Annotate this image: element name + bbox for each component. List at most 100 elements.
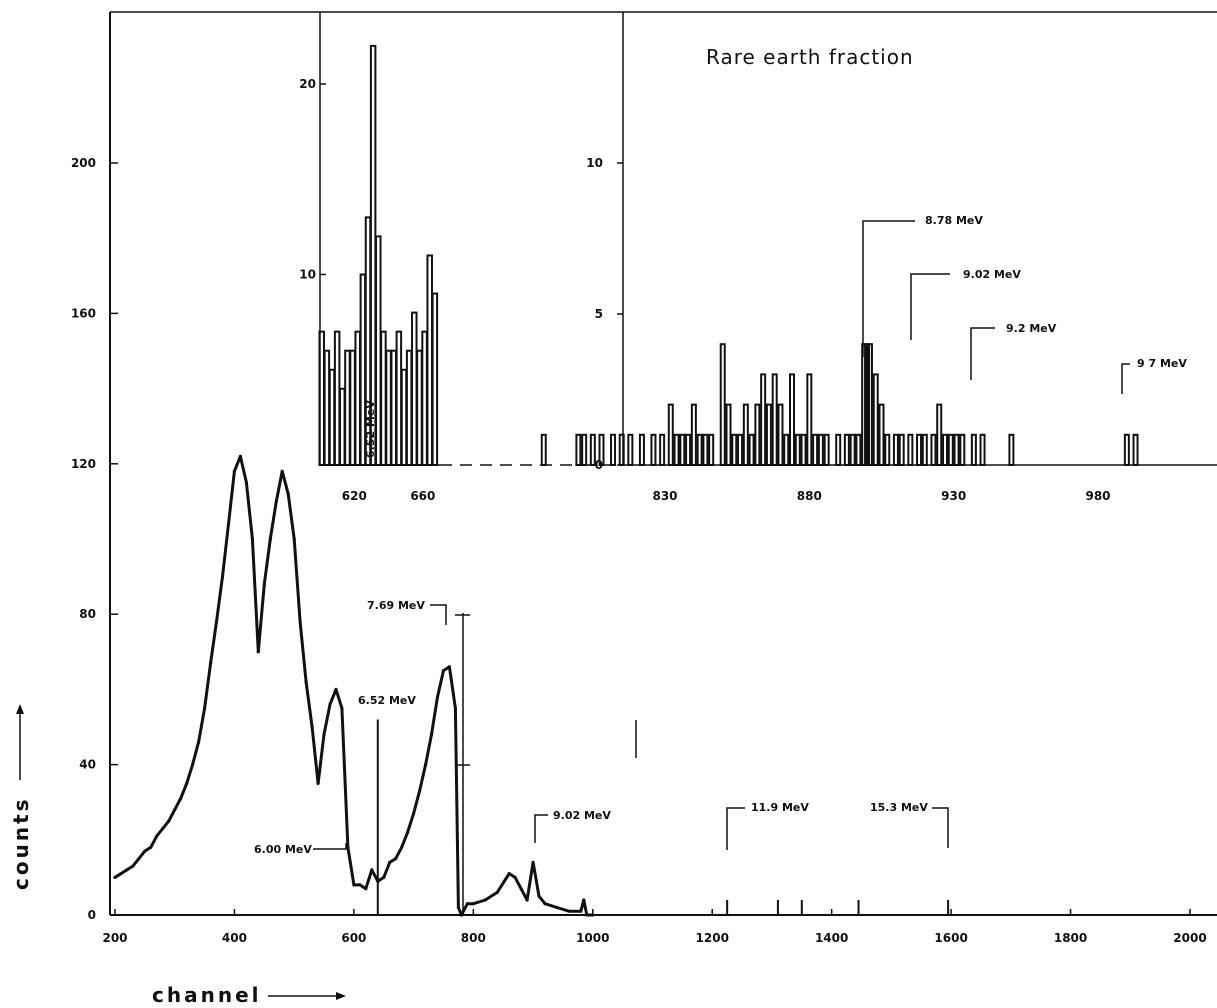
inset-right-bar — [872, 373, 879, 466]
main-data-point — [525, 898, 529, 902]
inset-left-bar — [354, 330, 361, 466]
main-data-point — [262, 582, 266, 586]
main-data-point — [370, 868, 374, 872]
inset-right-bar — [581, 433, 588, 466]
inset-right-bar — [921, 433, 928, 466]
main-data-point — [292, 537, 296, 541]
inset-left-bar — [344, 349, 351, 467]
main-data-point — [244, 481, 248, 485]
inset-right-bar — [696, 433, 703, 466]
main-data-point — [513, 875, 517, 880]
inset-left-y-tick-label: 20 — [299, 77, 316, 91]
peak-label: 11.9 MeV — [751, 801, 809, 814]
inset-right-bar — [835, 433, 842, 466]
inset-right-bar — [754, 403, 761, 467]
main-data-point — [582, 898, 586, 902]
peak-leader-line — [726, 807, 745, 850]
inset-right-bar — [783, 433, 790, 466]
inset-right-bar — [892, 433, 899, 466]
inset-right-bar — [907, 433, 914, 466]
peak-leader-line — [534, 814, 548, 843]
main-spectrum-line — [114, 454, 593, 917]
inset-right-bar — [627, 433, 634, 466]
main-data-point — [456, 905, 460, 910]
inset-left-bar — [339, 387, 346, 466]
inset-left-bar — [323, 349, 331, 467]
x-tick-label: 1400 — [815, 931, 848, 945]
main-data-point — [298, 620, 302, 624]
inset-right-bar — [930, 433, 937, 466]
inset-right-bar — [855, 433, 862, 466]
inset-right-frame — [622, 12, 1217, 466]
inset-right-bar — [659, 433, 666, 466]
main-data-point — [280, 469, 284, 473]
x-tick-label: 2000 — [1173, 931, 1206, 945]
inset-right-bar — [765, 403, 772, 467]
y-tick-label: 80 — [79, 607, 96, 621]
main-data-point — [334, 687, 338, 692]
y-tick-label: 200 — [71, 156, 96, 170]
inset-right-y-tick-label: 10 — [586, 156, 603, 170]
main-data-point — [507, 872, 511, 876]
x-tick-label: 600 — [341, 931, 366, 945]
main-data-point — [465, 902, 469, 906]
inset-right-bar — [650, 433, 657, 466]
inset-right-bar — [789, 373, 796, 466]
main-data-point — [274, 499, 278, 503]
inset-right-leader-line — [970, 327, 995, 380]
inset-left-peak-label: 6.52 MeV — [364, 400, 377, 458]
inset-left-ticks: 620 660 10 20 — [299, 77, 435, 503]
main-data-point — [352, 883, 356, 887]
main-data-point — [364, 887, 368, 891]
main-data-point — [268, 537, 272, 541]
inset-right-peak-label: 9.02 MeV — [963, 268, 1021, 281]
inset-left-x-tick-label: 660 — [410, 489, 435, 503]
y-axis-label: counts — [9, 796, 33, 890]
inset-right-bar — [878, 403, 885, 467]
inset-right-bar — [979, 433, 986, 466]
inset-right-bar — [777, 403, 784, 467]
inset-left-bar — [328, 368, 336, 466]
inset-right-x-tick-label: 980 — [1085, 489, 1110, 503]
main-data-point — [424, 763, 428, 767]
inset-left-bar — [405, 349, 413, 467]
inset-left-bar — [380, 330, 387, 466]
inset-right-bar — [800, 433, 807, 466]
inset-left-bar — [421, 330, 428, 466]
inset-left-bar — [400, 368, 408, 466]
inset-right-bar — [1132, 433, 1139, 466]
main-data-point — [310, 725, 314, 729]
peak-leader-line — [313, 843, 347, 850]
x-tick-label: 1600 — [934, 931, 967, 945]
inset-right-bar — [618, 433, 625, 466]
main-data-point — [388, 860, 392, 865]
inset-right-bar — [610, 433, 617, 466]
main-data-point — [286, 492, 290, 496]
main-data-point — [167, 819, 171, 823]
inset-right-bar — [823, 433, 830, 466]
main-data-point — [185, 781, 189, 786]
peak-leader-line — [430, 604, 447, 625]
main-data-point — [179, 796, 183, 801]
inset-left-bars — [318, 44, 439, 467]
inset-right-bar — [936, 403, 943, 467]
inset-right-bar — [719, 343, 726, 467]
inset-right-bar — [898, 433, 905, 466]
inset-left-annotations: 6.52 MeV — [364, 400, 377, 458]
inset-right-bar — [667, 403, 674, 467]
inset-right-peak-label: 9.2 MeV — [1006, 322, 1057, 335]
y-tick-label: 40 — [79, 758, 96, 772]
inset-left-bar — [411, 311, 418, 466]
inset-right-bar — [959, 433, 966, 466]
main-data-point — [113, 875, 117, 880]
inset-left-bar — [318, 330, 325, 466]
inset-right-bar — [947, 433, 954, 466]
inset-right-bar — [748, 433, 755, 466]
inset-right-peak-label: 9 7 MeV — [1137, 357, 1187, 370]
main-data-point — [137, 857, 141, 861]
x-axis-arrowhead-icon — [336, 992, 346, 1000]
inset-right-bar — [970, 433, 977, 466]
main-data-point — [173, 808, 177, 812]
inset-right-bar — [866, 343, 873, 467]
